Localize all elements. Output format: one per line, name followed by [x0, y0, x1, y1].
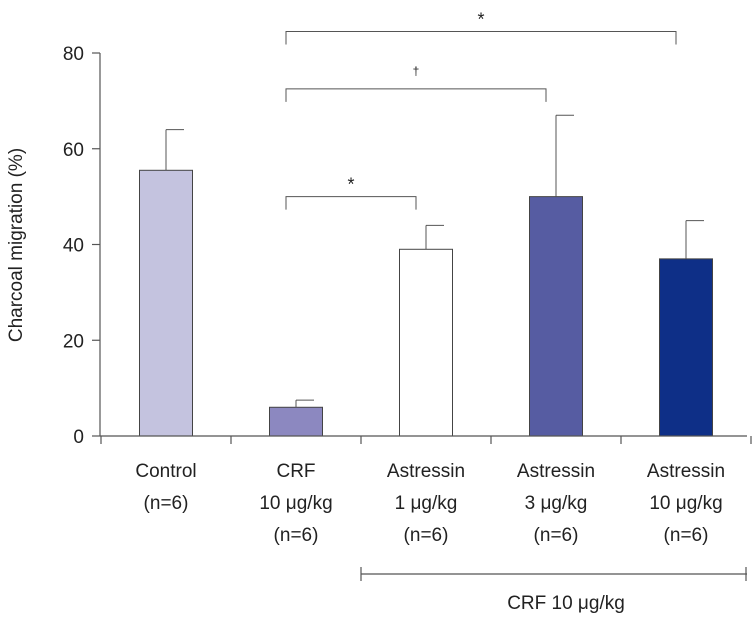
- bar: [529, 196, 583, 437]
- category-label: Astressin: [647, 461, 725, 482]
- significance-marker: †: [413, 64, 420, 78]
- category-label: 1 μg/kg: [395, 493, 458, 514]
- bar: [659, 258, 713, 437]
- category-label: (n=6): [144, 493, 189, 514]
- significance-bracket: [285, 88, 547, 102]
- error-bars-layer: [165, 114, 704, 408]
- category-label: 3 μg/kg: [525, 493, 588, 514]
- category-label: Astressin: [517, 461, 595, 482]
- category-label: Astressin: [387, 461, 465, 482]
- y-tick-label: 80: [63, 44, 84, 65]
- category-label: (n=6): [404, 525, 449, 546]
- significance-marker: *: [347, 175, 354, 195]
- y-tick-label: 40: [63, 236, 84, 257]
- significance-layer: * † *: [285, 9, 677, 210]
- bars-layer: [139, 169, 713, 437]
- category-label: CRF: [276, 461, 315, 482]
- group-bracket-label: CRF 10 μg/kg: [507, 593, 625, 614]
- significance-bracket: [285, 196, 417, 210]
- y-tick-label: 0: [73, 427, 84, 448]
- labels-layer: 0 20 40 60 80 Control (n=6) CRF 10 μg/kg (n=6) Ast…: [63, 44, 725, 614]
- category-label: (n=6): [664, 525, 709, 546]
- significance-marker: *: [477, 9, 484, 29]
- category-label: (n=6): [274, 525, 319, 546]
- significance-bracket: [285, 30, 677, 45]
- bar: [269, 406, 323, 437]
- bar: [399, 248, 453, 437]
- category-label: Control: [135, 461, 196, 482]
- y-tick-label: 60: [63, 140, 84, 161]
- axes-layer: [92, 52, 752, 581]
- category-label: (n=6): [534, 525, 579, 546]
- bar: [139, 169, 193, 437]
- category-label: 10 μg/kg: [259, 493, 332, 514]
- y-axis-title: Charcoal migration (%): [6, 148, 27, 342]
- y-tick-label: 20: [63, 331, 84, 352]
- category-label: 10 μg/kg: [649, 493, 722, 514]
